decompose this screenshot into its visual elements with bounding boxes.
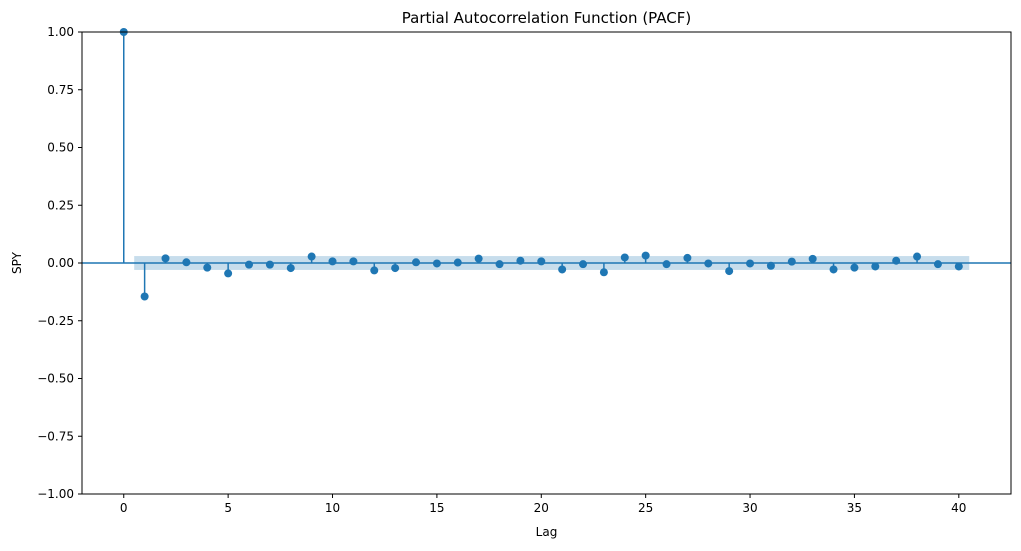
marker-lag-31 — [766, 261, 775, 270]
marker-lag-21 — [558, 265, 567, 274]
marker-lag-17 — [474, 254, 483, 263]
marker-lag-1 — [140, 292, 149, 301]
chart-title: Partial Autocorrelation Function (PACF) — [402, 9, 691, 27]
marker-lag-16 — [453, 258, 462, 267]
marker-lag-29 — [725, 267, 734, 276]
marker-lag-26 — [662, 260, 671, 269]
marker-lag-37 — [892, 256, 901, 265]
y-tick-label: −1.00 — [37, 487, 74, 501]
marker-lag-33 — [808, 254, 817, 263]
x-axis-label: Lag — [536, 525, 558, 539]
marker-lag-8 — [286, 264, 295, 273]
marker-lag-9 — [307, 252, 316, 261]
marker-lag-24 — [620, 253, 629, 262]
marker-lag-35 — [850, 263, 859, 272]
x-tick-label: 20 — [534, 501, 549, 515]
y-tick-label: −0.25 — [37, 314, 74, 328]
marker-lag-11 — [349, 257, 358, 266]
y-tick-label: 0.75 — [47, 83, 74, 97]
y-axis-label: SPY — [10, 251, 24, 274]
marker-lag-38 — [913, 252, 922, 261]
marker-lag-4 — [203, 263, 212, 272]
marker-lag-12 — [370, 266, 379, 275]
marker-lag-10 — [328, 257, 337, 266]
marker-lag-36 — [871, 262, 880, 271]
marker-lag-27 — [683, 253, 692, 262]
y-tick-label: 0.00 — [47, 256, 74, 270]
x-tick-label: 0 — [120, 501, 128, 515]
marker-lag-23 — [599, 268, 608, 277]
y-tick-label: 1.00 — [47, 25, 74, 39]
y-tick-label: 0.50 — [47, 141, 74, 155]
marker-lag-19 — [516, 256, 525, 265]
marker-lag-13 — [391, 264, 400, 273]
marker-lag-18 — [495, 260, 504, 269]
marker-lag-34 — [829, 265, 838, 274]
x-tick-label: 5 — [224, 501, 232, 515]
marker-lag-3 — [182, 258, 191, 267]
y-tick-label: −0.75 — [37, 429, 74, 443]
x-tick-label: 25 — [638, 501, 653, 515]
tick-layer: 0 5 10 15 20 25 30 35 40 −1.00 −0.75 −0.50 −0.25 0.00… — [37, 25, 966, 515]
marker-lag-40 — [954, 262, 963, 271]
x-tick-label: 15 — [429, 501, 444, 515]
marker-lag-6 — [245, 260, 254, 269]
marker-lag-15 — [432, 259, 441, 268]
marker-lag-7 — [265, 260, 274, 269]
marker-lag-5 — [224, 269, 233, 278]
marker-lag-14 — [412, 258, 421, 267]
axes-frame — [81, 31, 1012, 495]
x-tick-label: 35 — [847, 501, 862, 515]
x-tick-label: 40 — [951, 501, 966, 515]
y-tick-label: 0.25 — [47, 198, 74, 212]
y-tick-label: −0.50 — [37, 372, 74, 386]
axes-frame-layer — [81, 31, 1012, 495]
marker-lag-20 — [537, 257, 546, 266]
marker-lag-28 — [704, 259, 713, 268]
marker-layer — [119, 28, 963, 301]
marker-lag-2 — [161, 254, 170, 263]
marker-lag-39 — [933, 260, 942, 269]
marker-lag-32 — [787, 257, 796, 266]
x-tick-label: 10 — [325, 501, 340, 515]
x-tick-label: 30 — [742, 501, 757, 515]
marker-lag-25 — [641, 251, 650, 260]
marker-lag-30 — [746, 259, 755, 268]
marker-lag-22 — [579, 260, 588, 269]
